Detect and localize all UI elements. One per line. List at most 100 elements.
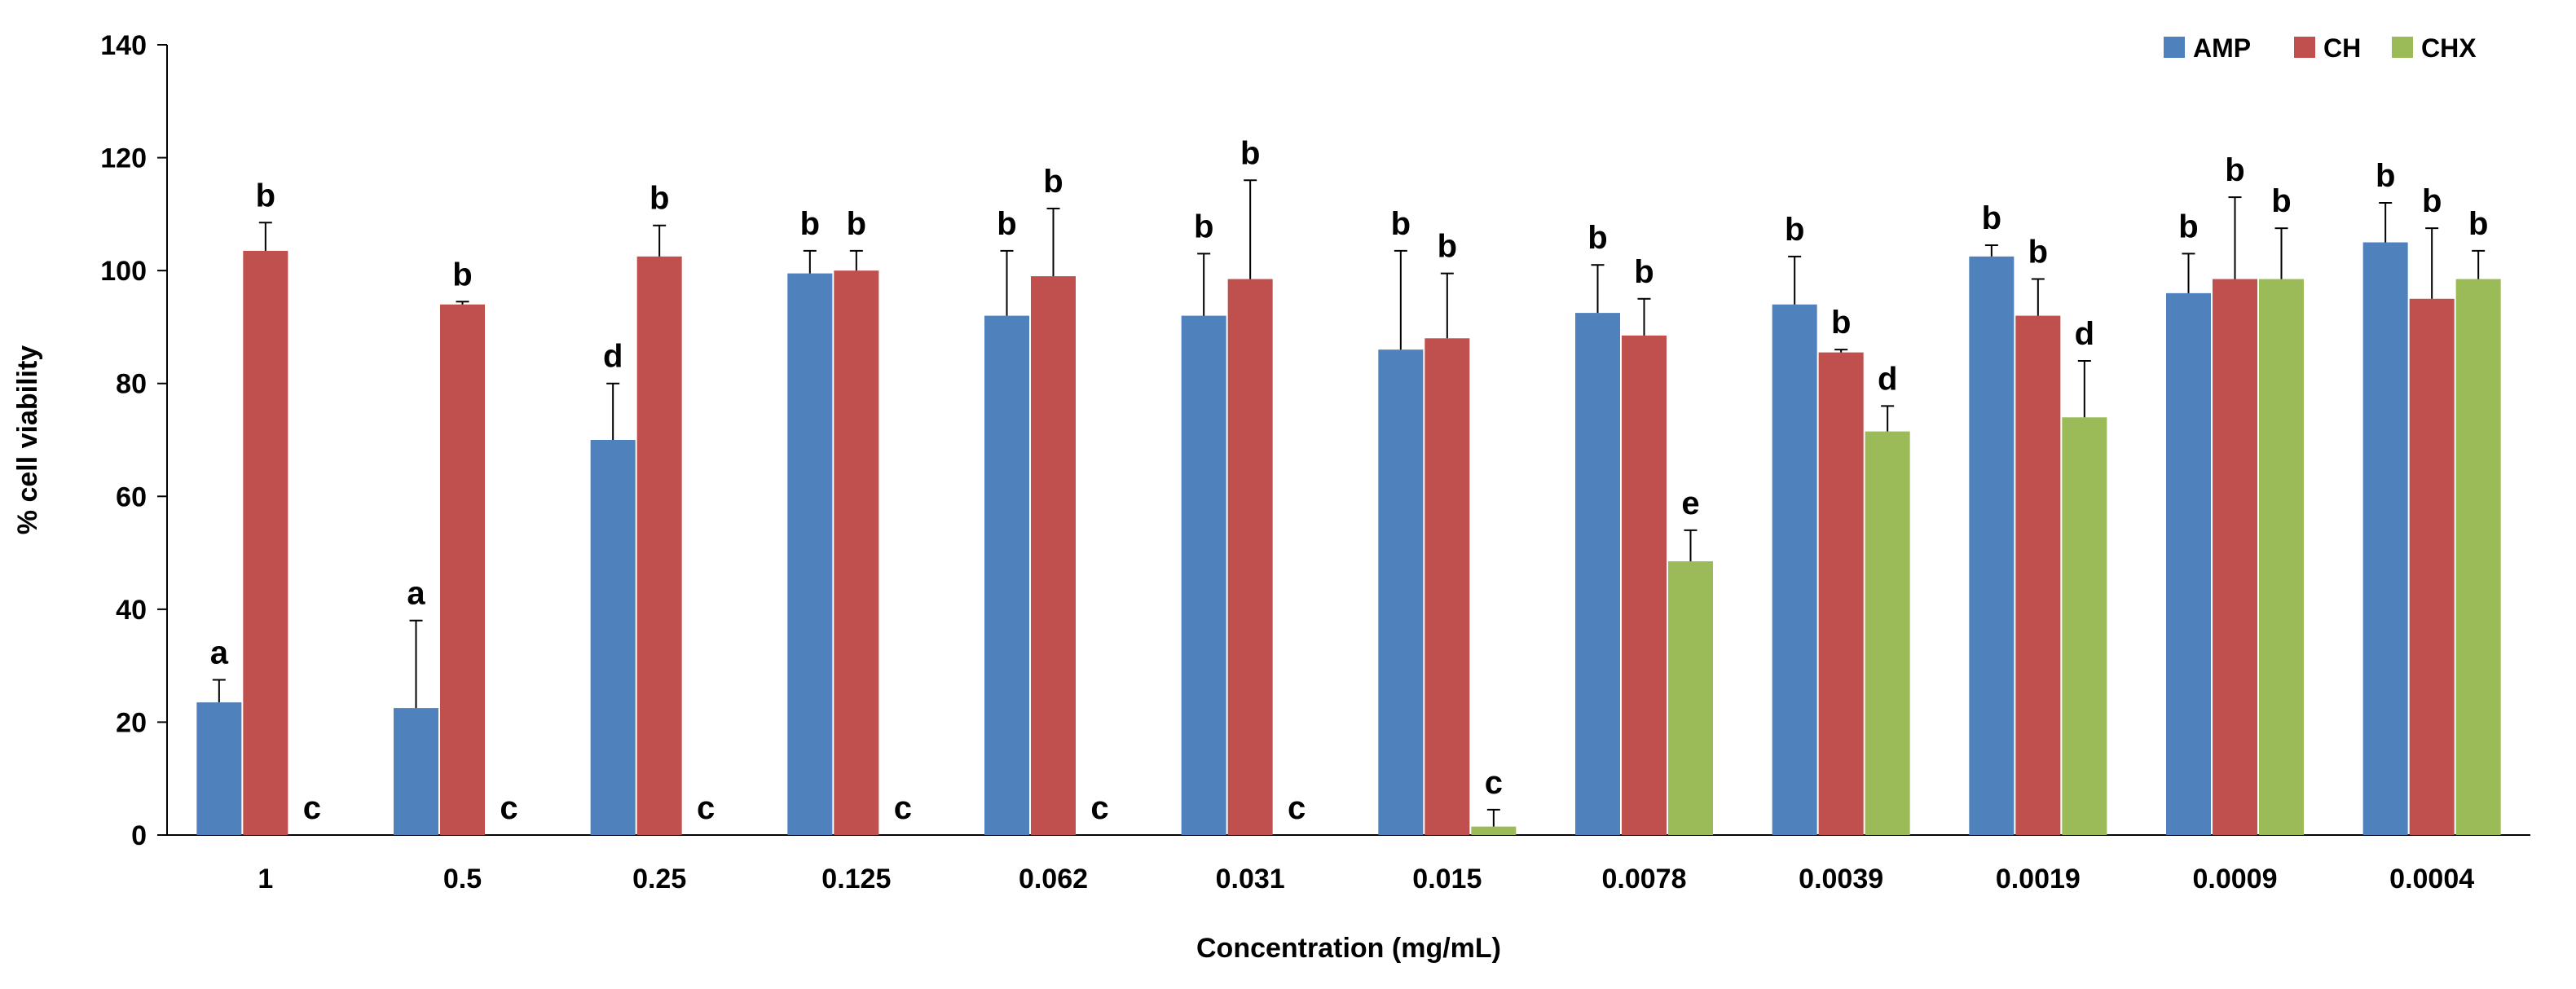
plot-area: 0 20 40 60 80 100 120 140 1 0.5 0.25 0.125 0.062 0.0… [100,30,2530,894]
bar-ch [243,250,288,836]
x-tick-label: 1 [258,864,273,894]
x-tick-label: 0.0019 [1996,864,2081,894]
bars [196,242,2501,836]
significance-letter: b [1194,209,1213,244]
significance-letter: b [2028,235,2048,270]
x-tick-label: 0.062 [1019,864,1088,894]
bar-ch [2015,315,2061,836]
y-tick-label: 20 [116,707,147,738]
bar-chx [2259,279,2304,835]
significance-letter: b [1785,212,1804,248]
bar-ch [1425,338,1470,835]
y-axis-ticks: 0 20 40 60 80 100 120 140 [100,30,167,851]
bar-amp [1575,313,1620,835]
bar-ch [1622,335,1667,836]
bar-chx [2062,417,2107,835]
bar-ch [2409,298,2455,835]
significance-letter: b [2271,183,2291,219]
legend-swatch-chx [2392,37,2413,58]
bar-amp [590,440,636,835]
y-axis-title: % cell viability [12,345,43,535]
significance-letter: b [1831,305,1851,341]
bar-amp [1772,304,1817,835]
y-tick-label: 60 [116,481,147,512]
significance-letter: c [303,790,321,826]
y-tick-label: 140 [100,30,147,61]
significance-letter: b [2178,209,2198,244]
bar-ch [2213,279,2257,835]
x-tick-label: 0.015 [1412,864,1482,894]
bar-amp [196,702,242,835]
y-tick-label: 40 [116,595,147,626]
legend-label-amp: AMP [2193,33,2251,63]
significance-letter: b [650,181,669,217]
error-bars [212,179,2486,827]
significance-letter: c [1090,790,1108,826]
bar-amp [394,708,438,835]
bar-chx [1668,560,1713,835]
significance-letter: b [1587,220,1607,256]
legend-label-chx: CHX [2421,33,2477,63]
significance-letter: d [1878,361,1897,397]
bar-amp [2166,292,2211,835]
x-tick-label: 0.031 [1216,864,1285,894]
bar-ch [1818,352,1864,835]
significance-letter: b [1240,135,1260,171]
significance-letter: b [1634,254,1653,290]
significance-letter: d [2075,316,2094,352]
legend-swatch-amp [2164,37,2185,58]
y-tick-label: 0 [131,820,147,851]
bar-ch [440,304,485,835]
bar-amp [2362,242,2408,835]
x-tick-label: 0.0078 [1602,864,1687,894]
significance-letter: c [1485,765,1503,801]
significance-letter: a [210,635,229,670]
significance-letter: c [697,790,715,826]
x-tick-label: 0.5 [443,864,482,894]
bar-amp [984,315,1029,836]
y-tick-label: 120 [100,143,147,174]
significance-letter: e [1681,486,1699,521]
bar-amp [1181,315,1226,836]
significance-letter: b [1391,206,1411,242]
significance-letter: d [603,339,623,375]
significance-letter: c [500,790,517,826]
significance-letter: b [256,178,275,213]
significance-letter: b [1982,200,2001,236]
significance-letter: c [894,790,912,826]
legend-swatch-ch [2294,37,2315,58]
x-axis-title: Concentration (mg/mL) [1196,933,1501,964]
x-tick-label: 0.0004 [2389,864,2474,894]
bar-amp [1969,256,2015,836]
significance-letter: b [2422,183,2442,219]
significance-letter: b [997,206,1016,242]
y-tick-label: 100 [100,256,147,287]
bar-ch [1227,279,1273,835]
significance-letter: a [407,576,425,612]
x-tick-label: 0.0009 [2193,864,2278,894]
significance-letter: b [2468,206,2488,242]
significance-letter: b [452,257,472,292]
bar-chx [1865,431,1910,835]
x-tick-label: 0.25 [632,864,686,894]
significance-letter: c [1288,790,1306,826]
legend: AMP CH CHX [2164,33,2477,63]
x-tick-label: 0.0039 [1799,864,1883,894]
bar-ch [1031,276,1076,836]
bar-chx [1471,826,1517,835]
y-tick-label: 80 [116,369,147,400]
significance-letter: b [2376,158,2395,194]
bar-ch [636,256,682,836]
legend-label-ch: CH [2323,33,2361,63]
significance-letter: b [1043,164,1063,200]
bar-ch [834,270,879,836]
significance-letter: b [847,206,866,242]
bar-chx [2455,279,2501,835]
x-tick-label: 0.125 [821,864,891,894]
significance-letter: b [2225,152,2244,188]
bar-amp [787,273,833,835]
significance-letter: b [1438,229,1457,265]
x-axis-ticks: 1 0.5 0.25 0.125 0.062 0.031 0.015 0.0078 0.0039… [258,864,2474,894]
